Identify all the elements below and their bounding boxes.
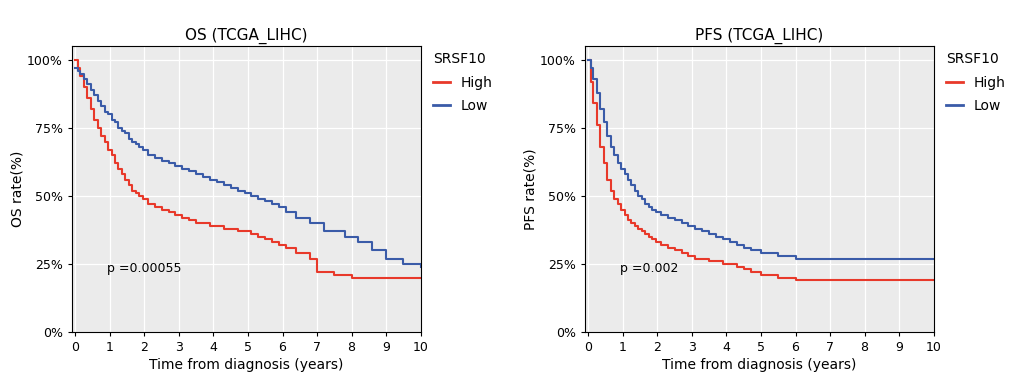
Y-axis label: PFS rate(%): PFS rate(%) [523,148,538,230]
X-axis label: Time from diagnosis (years): Time from diagnosis (years) [662,358,857,372]
Legend: High, Low: High, Low [941,46,1012,119]
Title: PFS (TCGA_LIHC): PFS (TCGA_LIHC) [696,27,823,44]
Text: p =0.002: p =0.002 [620,262,678,275]
Title: OS (TCGA_LIHC): OS (TCGA_LIHC) [185,27,308,44]
Text: p =0.00055: p =0.00055 [107,262,182,275]
Legend: High, Low: High, Low [428,46,499,119]
Y-axis label: OS rate(%): OS rate(%) [10,151,25,227]
X-axis label: Time from diagnosis (years): Time from diagnosis (years) [149,358,344,372]
